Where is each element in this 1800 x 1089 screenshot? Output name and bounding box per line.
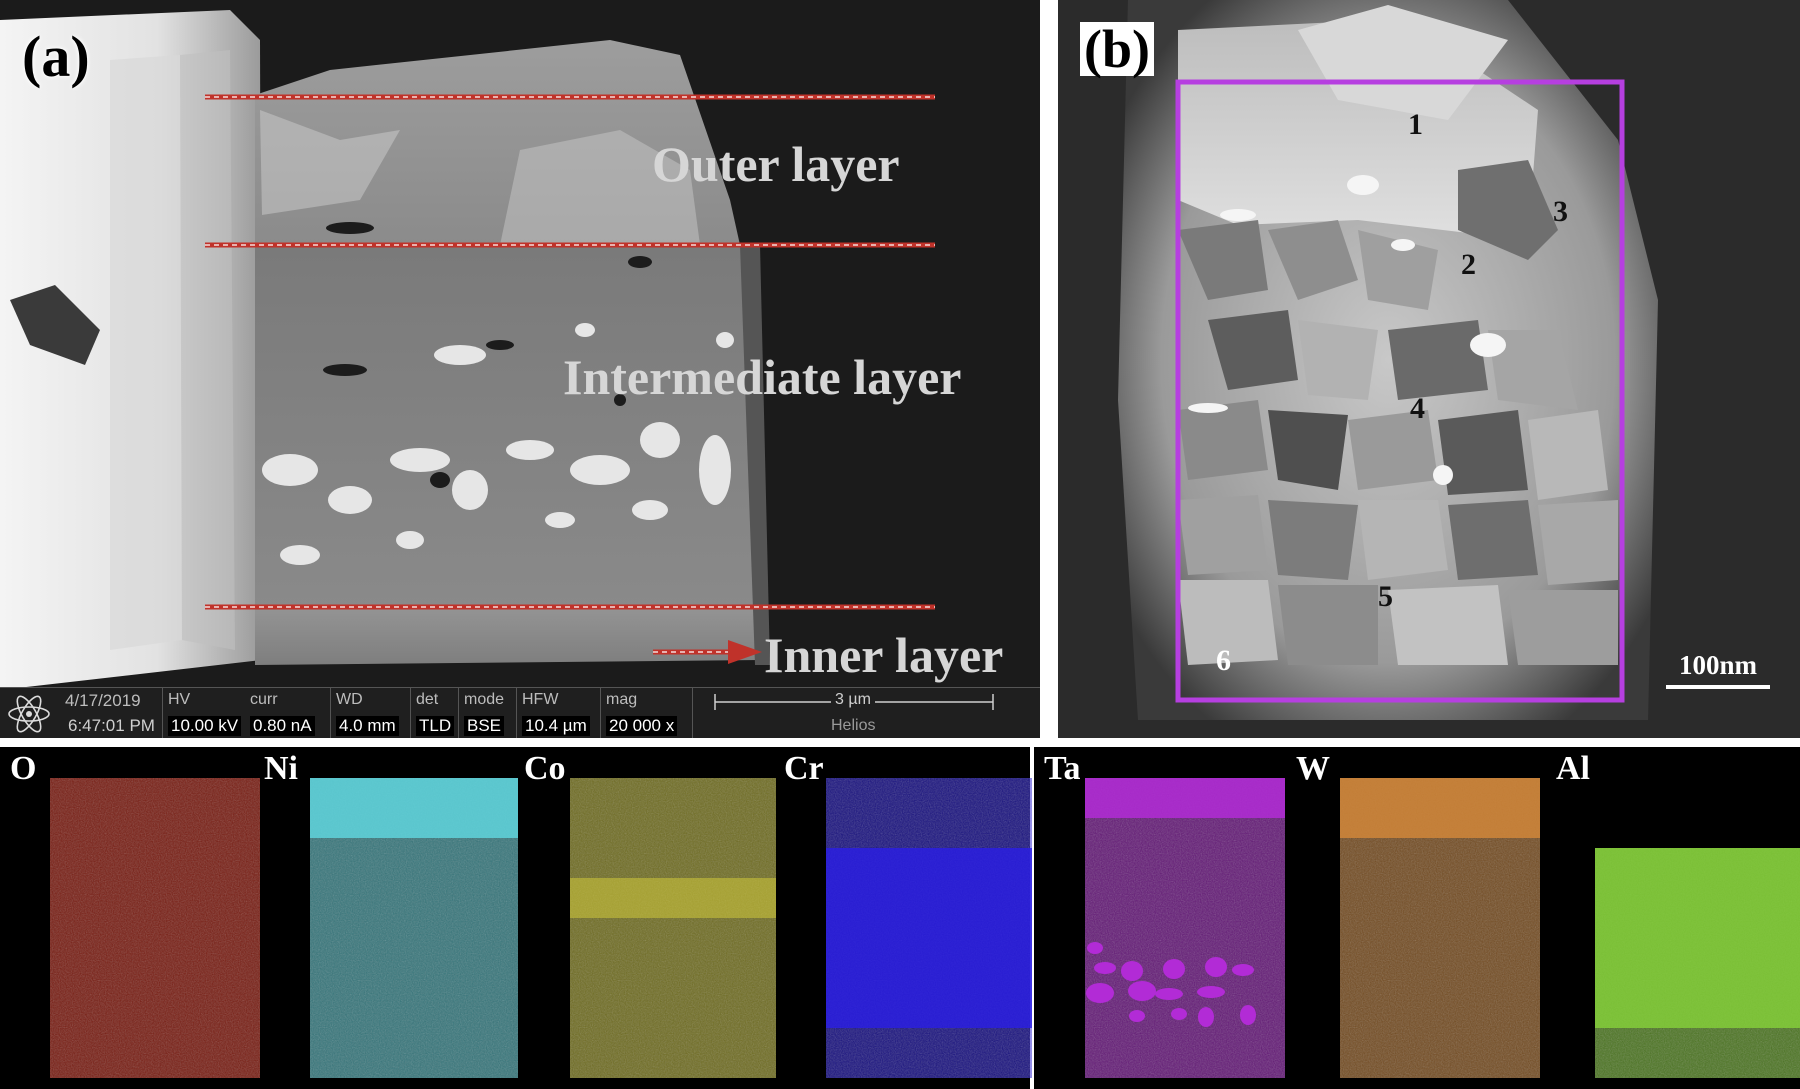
region-number-2: 2 — [1461, 248, 1476, 281]
eds-map-w — [1340, 778, 1540, 1078]
hv-label: HV — [168, 691, 191, 708]
mag-label: mag — [606, 691, 638, 708]
analysis-region-box — [1175, 79, 1625, 703]
eds-label-ta: Ta — [1044, 750, 1081, 787]
hv-value: 10.00 kV — [168, 716, 242, 736]
region-number-6: 6 — [1216, 644, 1231, 677]
region-number-3: 3 — [1553, 195, 1568, 228]
region-number-1: 1 — [1408, 108, 1423, 141]
wd-value: 4.0 mm — [336, 716, 399, 736]
curr-label: curr — [250, 691, 278, 708]
eds-label-o: O — [10, 750, 37, 787]
region-number-4: 4 — [1410, 392, 1425, 425]
panel-a-sem-image: (a) Outer layer Intermediate layer Inner… — [0, 0, 1040, 738]
hfw-label: HFW — [522, 691, 559, 708]
det-value: TLD — [416, 716, 455, 736]
tem-grain-graphic — [1058, 0, 1800, 738]
tem-scale-bar: 100nm — [1666, 650, 1770, 689]
eds-map-cr — [826, 778, 1032, 1078]
instrument-name: Helios — [831, 717, 876, 734]
eds-map-ni — [310, 778, 518, 1078]
atom-logo-icon — [0, 688, 58, 738]
eds-label-w: W — [1296, 750, 1330, 787]
eds-map-o — [50, 778, 260, 1078]
mode-label: mode — [464, 691, 505, 708]
arrow-right-icon — [728, 640, 762, 664]
panel-b-tem-image: (b) 1 2 3 4 5 6 100nm — [1058, 0, 1800, 738]
inner-layer-label: Inner layer — [764, 627, 1004, 683]
panel-b-label: (b) — [1080, 22, 1154, 76]
tem-scale-label: 100nm — [1678, 650, 1757, 680]
sem-cross-section-graphic — [0, 0, 1040, 738]
eds-label-cr: Cr — [784, 750, 824, 787]
panel-a-label: (a) — [22, 24, 90, 89]
eds-map-co — [570, 778, 776, 1078]
scale-bar: 3 µm Helios — [692, 688, 1011, 738]
wd-label: WD — [336, 691, 363, 708]
eds-label-ni: Ni — [264, 750, 298, 787]
region-number-5: 5 — [1378, 580, 1393, 613]
eds-label-co: Co — [524, 750, 566, 787]
intermediate-layer-label: Intermediate layer — [563, 349, 962, 405]
sem-date: 4/17/2019 — [65, 691, 141, 710]
sem-status-bar: 4/17/2019 6:47:01 PM HV 10.00 kV curr 0.… — [0, 687, 1040, 738]
outer-layer-label: Outer layer — [652, 136, 900, 192]
mode-value: BSE — [464, 716, 505, 736]
eds-map-ta — [1085, 778, 1285, 1078]
scale-bar-label: 3 µm — [831, 691, 875, 709]
eds-label-al: Al — [1556, 750, 1590, 787]
hfw-value: 10.4 µm — [522, 716, 590, 736]
mag-value: 20 000 x — [606, 716, 678, 736]
curr-value: 0.80 nA — [250, 716, 315, 736]
sem-time: 6:47:01 PM — [68, 716, 155, 735]
eds-map-al — [1595, 778, 1800, 1078]
det-label: det — [416, 691, 439, 708]
